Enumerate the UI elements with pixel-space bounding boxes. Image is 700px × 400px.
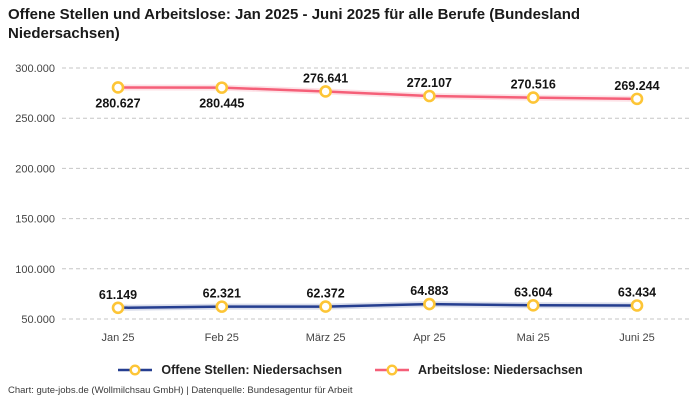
y-axis-tick-label: 200.000 (15, 163, 55, 175)
data-point-marker[interactable] (319, 85, 332, 98)
series-line (116, 302, 639, 310)
y-axis-tick-label: 150.000 (15, 214, 55, 226)
chart-source-note: Chart: gute-jobs.de (Wollmilchsau GmbH) … (8, 385, 353, 396)
data-point-marker[interactable] (423, 297, 436, 311)
x-axis-tick-label: März 25 (306, 332, 346, 344)
x-axis-tick-label: Apr 25 (413, 332, 445, 344)
y-axis-tick-label: 50.000 (21, 314, 55, 326)
y-axis-tick-label: 100.000 (15, 264, 55, 276)
data-point-marker[interactable] (526, 299, 540, 312)
legend-label-offene-stellen: Offene Stellen: Niedersachsen (161, 363, 342, 377)
data-point-label: 62.372 (306, 287, 344, 301)
data-point-marker[interactable] (111, 301, 125, 315)
x-axis-tick-label: Jan 25 (101, 332, 134, 344)
data-point-label: 276.641 (303, 71, 348, 85)
chart-legend: Offene Stellen: Niedersachsen Arbeitslos… (0, 360, 700, 380)
data-point-label: 269.244 (614, 79, 659, 93)
data-point-marker[interactable] (319, 300, 332, 313)
data-point-label: 280.445 (199, 97, 244, 111)
data-point-marker[interactable] (526, 91, 540, 104)
y-axis-tick-label: 250.000 (15, 113, 55, 125)
data-point-label: 61.149 (99, 288, 137, 302)
legend-line-marker-swatch (374, 364, 409, 376)
legend-item-offene-stellen[interactable]: Offene Stellen: Niedersachsen (117, 363, 342, 377)
x-axis-tick-label: Juni 25 (619, 332, 654, 344)
legend-line-marker-swatch (118, 364, 153, 376)
series-line (116, 86, 639, 101)
y-axis-tick-label: 300.000 (15, 63, 55, 75)
legend-item-arbeitslose[interactable]: Arbeitslose: Niedersachsen (374, 363, 583, 377)
data-point-label: 270.516 (511, 78, 556, 92)
data-point-marker[interactable] (215, 300, 229, 313)
data-point-marker[interactable] (630, 92, 644, 106)
data-point-label: 63.434 (618, 286, 656, 300)
data-point-label: 280.627 (95, 96, 140, 110)
data-point-label: 272.107 (407, 76, 452, 90)
chart-title: Offene Stellen und Arbeitslose: Jan 2025… (8, 6, 581, 43)
line-chart-canvas: 300.000 250.000 200.000 150.000 100.000 50.00… (15, 63, 692, 344)
x-axis-tick-label: Mai 25 (517, 332, 550, 344)
legend-label-arbeitslose: Arbeitslose: Niedersachsen (417, 363, 583, 377)
data-point-label: 64.883 (410, 284, 448, 298)
data-point-label: 63.604 (514, 285, 552, 299)
x-axis-tick-label: Feb 25 (205, 332, 239, 344)
data-point-label: 62.321 (203, 287, 241, 301)
data-point-marker[interactable] (630, 299, 644, 312)
data-point-marker[interactable] (111, 81, 125, 94)
data-point-marker[interactable] (215, 81, 229, 94)
data-point-marker[interactable] (423, 89, 436, 103)
